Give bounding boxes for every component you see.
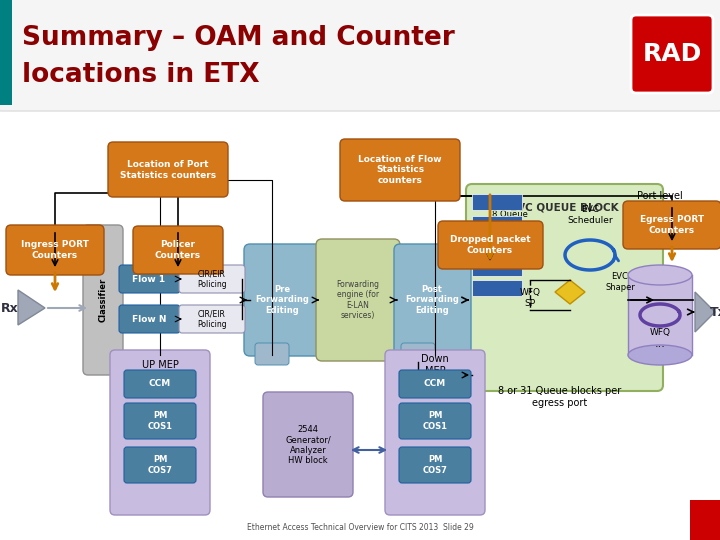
Text: ...: ... bbox=[654, 339, 665, 349]
FancyBboxPatch shape bbox=[438, 221, 543, 269]
FancyBboxPatch shape bbox=[399, 447, 471, 483]
Text: EVC
Scheduler: EVC Scheduler bbox=[567, 205, 613, 225]
Text: PM
COS7: PM COS7 bbox=[148, 455, 172, 475]
Text: Post
Forwarding
Editing: Post Forwarding Editing bbox=[405, 285, 459, 315]
FancyBboxPatch shape bbox=[244, 244, 321, 356]
Text: CIR/EIR
Policing: CIR/EIR Policing bbox=[197, 309, 227, 329]
Text: locations in ETX: locations in ETX bbox=[22, 62, 260, 88]
Text: Pre
Forwarding
Editing: Pre Forwarding Editing bbox=[255, 285, 309, 315]
Text: CCM: CCM bbox=[424, 380, 446, 388]
Bar bbox=[472, 194, 522, 210]
FancyBboxPatch shape bbox=[255, 343, 289, 365]
Text: CIR/EIR
Policing: CIR/EIR Policing bbox=[197, 269, 227, 289]
Text: Ingress PORT
Counters: Ingress PORT Counters bbox=[21, 240, 89, 260]
Text: PM
COS1: PM COS1 bbox=[148, 411, 173, 431]
FancyBboxPatch shape bbox=[119, 265, 180, 293]
Text: Tx: Tx bbox=[710, 306, 720, 319]
Text: Summary – OAM and Counter: Summary – OAM and Counter bbox=[22, 25, 455, 51]
Bar bbox=[472, 260, 522, 276]
Ellipse shape bbox=[628, 345, 692, 365]
FancyBboxPatch shape bbox=[179, 265, 245, 293]
Text: UP MEP: UP MEP bbox=[142, 360, 179, 370]
FancyBboxPatch shape bbox=[466, 184, 663, 391]
Polygon shape bbox=[555, 280, 585, 304]
FancyBboxPatch shape bbox=[119, 305, 180, 333]
Bar bbox=[472, 238, 522, 254]
FancyBboxPatch shape bbox=[83, 225, 123, 375]
FancyBboxPatch shape bbox=[385, 350, 485, 515]
Bar bbox=[0, 0, 12, 105]
Text: PM
COS7: PM COS7 bbox=[423, 455, 447, 475]
FancyBboxPatch shape bbox=[179, 305, 245, 333]
Bar bbox=[690, 500, 720, 540]
FancyBboxPatch shape bbox=[0, 0, 720, 111]
Text: Classifier: Classifier bbox=[99, 278, 107, 322]
FancyBboxPatch shape bbox=[631, 15, 713, 93]
Text: Port level
Scheduler: Port level Scheduler bbox=[636, 191, 685, 213]
Text: Flow 1: Flow 1 bbox=[132, 274, 166, 284]
Text: WFQ: WFQ bbox=[649, 327, 670, 336]
Ellipse shape bbox=[628, 265, 692, 285]
Text: Policer
Counters: Policer Counters bbox=[155, 240, 201, 260]
Text: Ethernet Access Technical Overview for CITS 2013  Slide 29: Ethernet Access Technical Overview for C… bbox=[247, 523, 473, 532]
FancyBboxPatch shape bbox=[124, 370, 196, 398]
Bar bbox=[472, 280, 522, 296]
FancyBboxPatch shape bbox=[394, 244, 471, 356]
Text: WFQ
SP: WFQ SP bbox=[520, 288, 541, 308]
Text: PM
COS1: PM COS1 bbox=[423, 411, 448, 431]
Text: Location of Port
Statistics counters: Location of Port Statistics counters bbox=[120, 160, 216, 180]
Text: EVC QUEUE BLOCK: EVC QUEUE BLOCK bbox=[510, 203, 618, 213]
FancyBboxPatch shape bbox=[399, 370, 471, 398]
Text: Forwarding
engine (for
E-LAN
services): Forwarding engine (for E-LAN services) bbox=[336, 280, 379, 320]
FancyBboxPatch shape bbox=[623, 201, 720, 249]
Bar bbox=[472, 216, 522, 232]
FancyBboxPatch shape bbox=[399, 403, 471, 439]
Text: 8 Queue
per EVC
WRED: 8 Queue per EVC WRED bbox=[492, 210, 528, 240]
FancyBboxPatch shape bbox=[133, 226, 223, 274]
Text: Egress PORT
Counters: Egress PORT Counters bbox=[640, 215, 704, 235]
Text: 8 or ​31​ Queue blocks per
egress port: 8 or ​31​ Queue blocks per egress port bbox=[498, 386, 621, 408]
Text: Flow N: Flow N bbox=[132, 314, 166, 323]
Text: Location of Flow
Statistics
counters: Location of Flow Statistics counters bbox=[358, 155, 442, 185]
FancyBboxPatch shape bbox=[124, 403, 196, 439]
Text: CCM: CCM bbox=[149, 380, 171, 388]
FancyBboxPatch shape bbox=[401, 343, 435, 365]
Polygon shape bbox=[695, 292, 715, 332]
Polygon shape bbox=[18, 290, 45, 325]
Bar bbox=[628, 275, 692, 355]
Text: EVC
Shaper: EVC Shaper bbox=[605, 272, 635, 292]
FancyBboxPatch shape bbox=[108, 142, 228, 197]
FancyBboxPatch shape bbox=[110, 350, 210, 515]
Text: Rx: Rx bbox=[1, 301, 19, 314]
FancyBboxPatch shape bbox=[263, 392, 353, 497]
Text: 2544
Generator/
Analyzer
HW block: 2544 Generator/ Analyzer HW block bbox=[285, 425, 331, 465]
FancyBboxPatch shape bbox=[340, 139, 460, 201]
Text: RAD: RAD bbox=[642, 42, 701, 66]
FancyBboxPatch shape bbox=[316, 239, 400, 361]
Text: Dropped packet
Counters: Dropped packet Counters bbox=[450, 235, 531, 255]
FancyBboxPatch shape bbox=[124, 447, 196, 483]
Text: Down
MEP: Down MEP bbox=[421, 354, 449, 376]
FancyBboxPatch shape bbox=[6, 225, 104, 275]
